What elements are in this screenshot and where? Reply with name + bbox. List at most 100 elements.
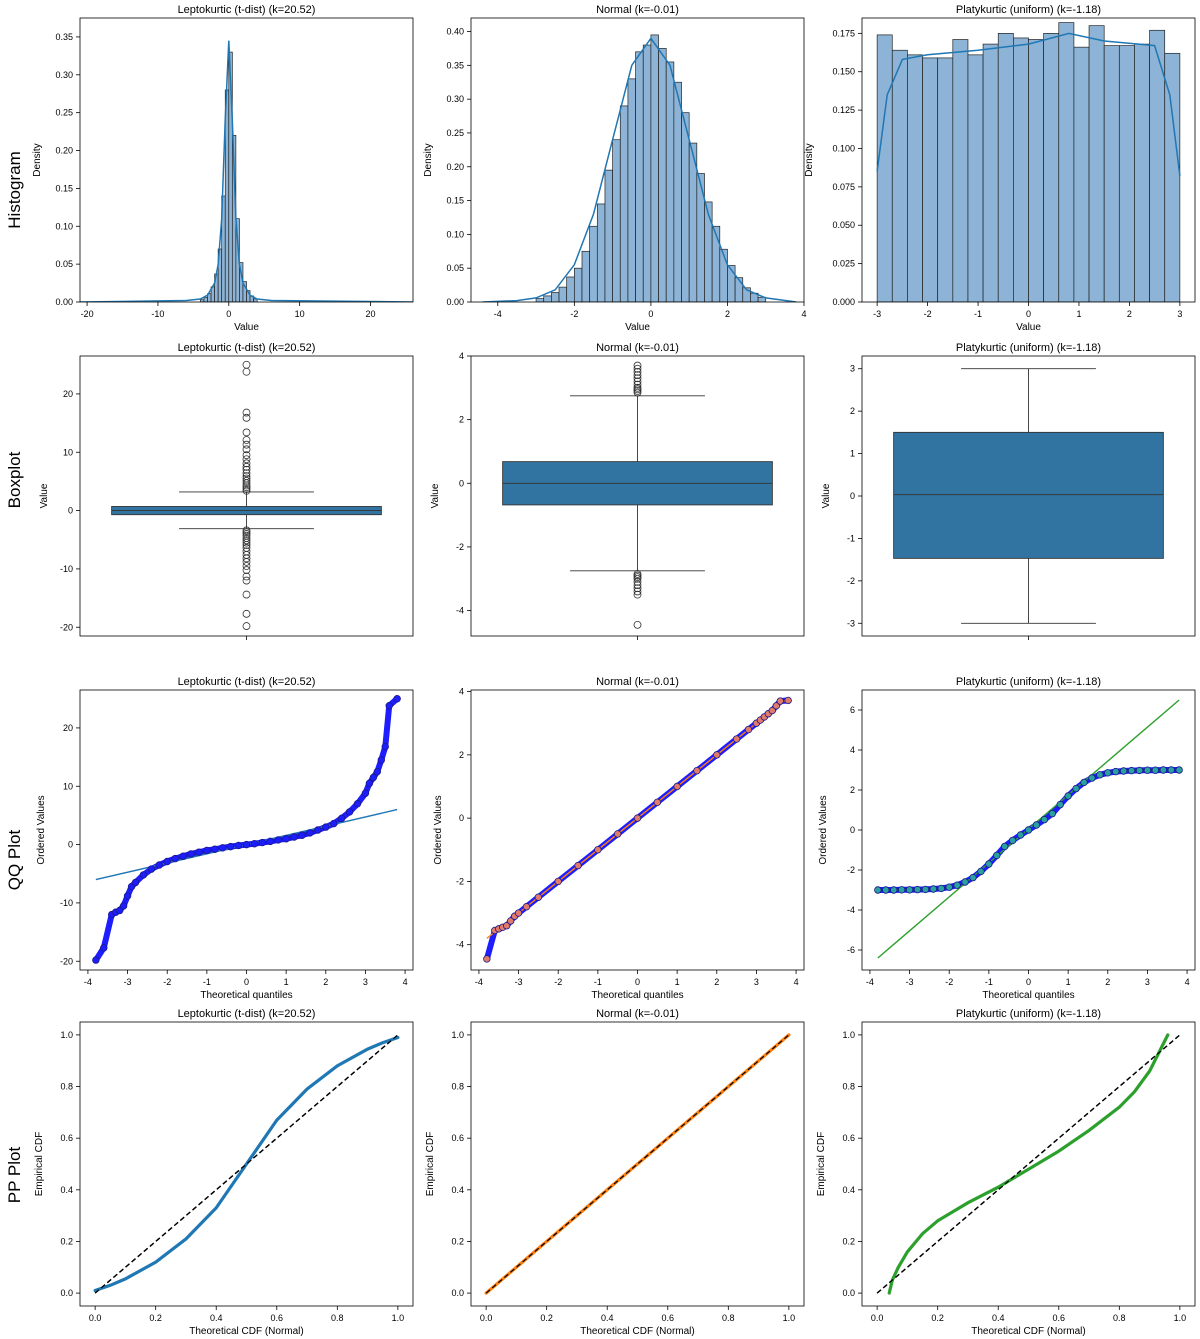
x-tick-label: -1 <box>985 977 993 987</box>
y-tick-label: 0.10 <box>446 229 464 239</box>
y-tick-label: 0.30 <box>55 70 73 80</box>
outlier-point <box>633 584 642 593</box>
y-tick-label: -2 <box>847 576 855 586</box>
plot-area <box>93 1034 400 1294</box>
chart-qq-uniform: Platykurtic (uniform) (k=-1.18) -4 -3 -2 -1 0… <box>818 676 1196 1001</box>
y-tick-label: 0.8 <box>451 1082 464 1092</box>
qq-point <box>306 829 314 837</box>
x-tick-label: 3 <box>754 977 759 987</box>
chart-box-normal: Normal (k=-0.01) -4 -2 0 2 4 Value <box>430 342 805 640</box>
x-tick-label: -2 <box>570 309 578 319</box>
qq-point <box>514 909 523 917</box>
qq-point <box>250 840 259 848</box>
outlier-point <box>242 428 251 437</box>
y-tick-label: 0.20 <box>55 146 73 156</box>
x-tick-label: 4 <box>801 309 806 319</box>
qq-point <box>554 877 562 886</box>
hist-bar <box>612 139 621 302</box>
qq-point <box>115 906 124 915</box>
outlier-point <box>242 541 251 549</box>
x-axis-label: Value <box>234 322 259 333</box>
y-tick-label: 0.0 <box>451 1288 464 1298</box>
chart-title: Platykurtic (uniform) (k=-1.18) <box>956 676 1101 688</box>
y-tick-label: 4 <box>459 351 464 361</box>
qq-point <box>187 850 195 858</box>
outlier-point <box>242 483 251 492</box>
plot-area <box>874 699 1183 959</box>
hist-bar <box>891 49 908 302</box>
hist-bar <box>907 54 923 302</box>
qq-point <box>369 773 378 782</box>
qq-point <box>314 826 322 834</box>
y-tick-label: 0.15 <box>55 183 73 193</box>
qq-point <box>574 861 582 870</box>
hist-bar <box>1058 22 1075 302</box>
outlier-point <box>242 360 251 369</box>
x-axis-label: Value <box>625 322 650 333</box>
x-tick-label: 0.0 <box>89 1313 102 1323</box>
qq-point <box>203 846 211 855</box>
qq-point <box>732 735 741 743</box>
qq-point <box>139 871 148 879</box>
y-axis-label: Value <box>821 483 832 508</box>
qq-point <box>298 831 306 839</box>
qq-point <box>100 944 108 952</box>
qq-point <box>1040 815 1049 824</box>
hist-bar <box>1164 52 1181 302</box>
axes-frame <box>470 689 805 971</box>
hist-bar <box>642 44 652 302</box>
outlier-point <box>242 609 251 618</box>
y-axis-label: Empirical CDF <box>34 1132 45 1196</box>
kde-line <box>876 32 1181 177</box>
y-tick-label: 2 <box>459 415 464 425</box>
qq-point <box>929 885 938 893</box>
x-tick-label: -10 <box>151 309 164 319</box>
y-tick-label: -10 <box>60 564 73 574</box>
plot-area <box>484 1033 791 1295</box>
hist-bar <box>627 78 636 302</box>
qq-point <box>266 837 274 846</box>
qq-dense-band <box>483 697 792 962</box>
hist-bar <box>681 112 690 302</box>
y-tick-label: 0.2 <box>60 1236 73 1246</box>
qq-point <box>961 878 969 886</box>
qq-point <box>377 756 385 764</box>
hist-bar <box>581 250 591 302</box>
x-tick-label: -2 <box>924 309 932 319</box>
hist-bar <box>1103 45 1120 302</box>
qq-point <box>673 782 681 791</box>
x-axis-label: Value <box>1016 322 1041 333</box>
x-axis-label: Theoretical quantiles <box>200 990 292 1001</box>
chart-title: Platykurtic (uniform) (k=-1.18) <box>956 4 1101 16</box>
outlier-point <box>242 554 251 563</box>
y-tick-label: 0.6 <box>60 1133 73 1143</box>
y-tick-label: 0.25 <box>55 108 73 118</box>
y-tick-label: -10 <box>60 898 73 908</box>
x-tick-label: 0.2 <box>149 1313 162 1323</box>
x-tick-label: -2 <box>163 977 171 987</box>
qq-point <box>772 702 780 710</box>
hist-bar <box>253 298 258 302</box>
chart-qq-lepto: Leptokurtic (t-dist) (k=20.52)-4 -3 -2 -1 0 1… <box>36 676 414 1001</box>
y-axis-label: Empirical CDF <box>425 1132 436 1196</box>
hist-bar <box>952 39 969 302</box>
y-tick-label: 0.05 <box>446 263 464 273</box>
qq-point <box>195 848 203 856</box>
y-tick-label: -4 <box>847 905 855 915</box>
chart-title: Leptokurtic (t-dist) (k=20.52) <box>178 342 316 354</box>
qq-point <box>882 886 890 894</box>
qq-point <box>322 823 330 831</box>
plot-area <box>876 22 1181 302</box>
x-tick-label: 0 <box>635 977 640 987</box>
qq-point <box>776 697 784 705</box>
qq-point <box>1112 767 1120 776</box>
outlier-point <box>242 486 251 495</box>
outlier-point <box>633 581 642 589</box>
y-tick-label: 0.050 <box>832 220 855 230</box>
outlier-point <box>242 528 251 537</box>
outlier-point <box>242 455 251 464</box>
outlier-point <box>242 481 251 490</box>
qq-point <box>353 800 362 808</box>
y-tick-label: 0.10 <box>55 221 73 231</box>
qq-point <box>1064 792 1072 800</box>
